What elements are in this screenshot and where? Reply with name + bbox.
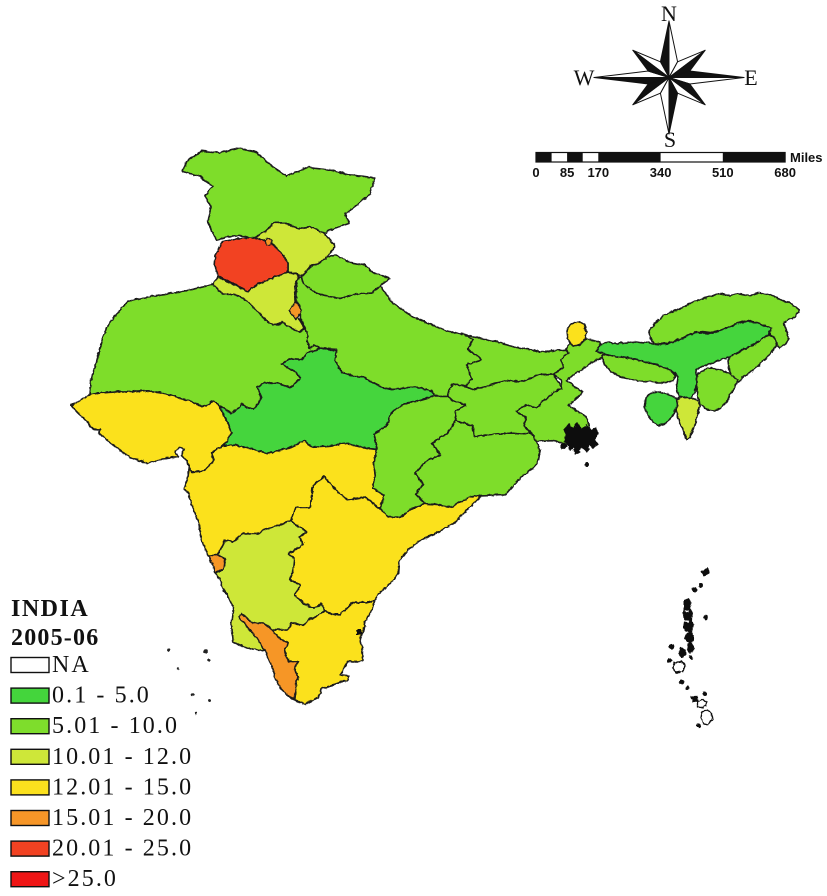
svg-text:INDIA: INDIA	[11, 596, 89, 622]
svg-text:N: N	[661, 1, 677, 26]
svg-text:>25.0: >25.0	[52, 866, 118, 892]
svg-text:510: 510	[712, 165, 734, 180]
svg-text:0: 0	[532, 165, 539, 180]
svg-text:20.01 - 25.0: 20.01 - 25.0	[52, 836, 193, 862]
svg-text:W: W	[574, 65, 595, 90]
svg-text:170: 170	[587, 165, 609, 180]
svg-text:S: S	[664, 127, 676, 152]
svg-text:0.1 - 5.0: 0.1 - 5.0	[52, 683, 151, 709]
svg-text:85: 85	[560, 165, 574, 180]
svg-text:12.01 - 15.0: 12.01 - 15.0	[52, 774, 193, 800]
svg-text:NA: NA	[52, 652, 91, 678]
svg-text:680: 680	[774, 165, 796, 180]
svg-text:5.01 - 10.0: 5.01 - 10.0	[52, 713, 179, 739]
svg-text:10.01 - 12.0: 10.01 - 12.0	[52, 744, 193, 770]
svg-text:Miles: Miles	[790, 150, 823, 165]
svg-text:15.01 - 20.0: 15.01 - 20.0	[52, 805, 193, 831]
svg-text:340: 340	[650, 165, 672, 180]
svg-text:2005-06: 2005-06	[11, 625, 99, 651]
svg-text:E: E	[744, 65, 757, 90]
